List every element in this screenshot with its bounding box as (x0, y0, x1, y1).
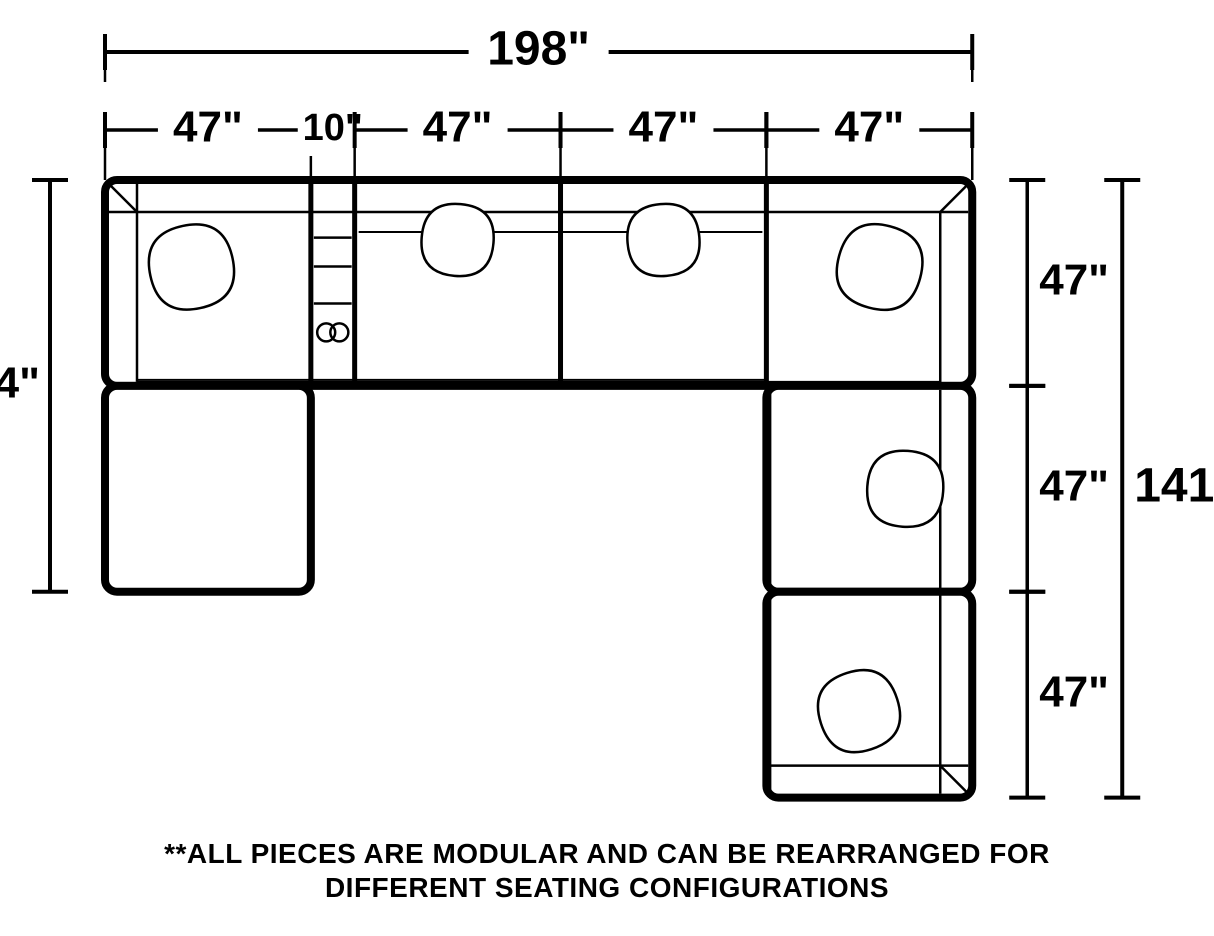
svg-text:47": 47" (1039, 667, 1109, 716)
svg-text:47": 47" (1039, 461, 1109, 510)
svg-text:47": 47" (629, 103, 699, 152)
svg-text:198": 198" (487, 23, 590, 76)
furniture-diagram: 198"47"10"47"47"47"94"47"47"47"141" (0, 0, 1214, 936)
footnote-line2: DIFFERENT SEATING CONFIGURATIONS (0, 872, 1214, 904)
svg-text:47": 47" (1039, 256, 1109, 305)
diagram-canvas: 198"47"10"47"47"47"94"47"47"47"141" **AL… (0, 0, 1214, 936)
svg-text:47": 47" (834, 103, 904, 152)
footnote-line1: **ALL PIECES ARE MODULAR AND CAN BE REAR… (0, 838, 1214, 870)
svg-text:47": 47" (423, 103, 493, 152)
svg-text:94": 94" (0, 358, 40, 407)
svg-text:47": 47" (173, 103, 243, 152)
svg-text:141": 141" (1134, 459, 1214, 512)
